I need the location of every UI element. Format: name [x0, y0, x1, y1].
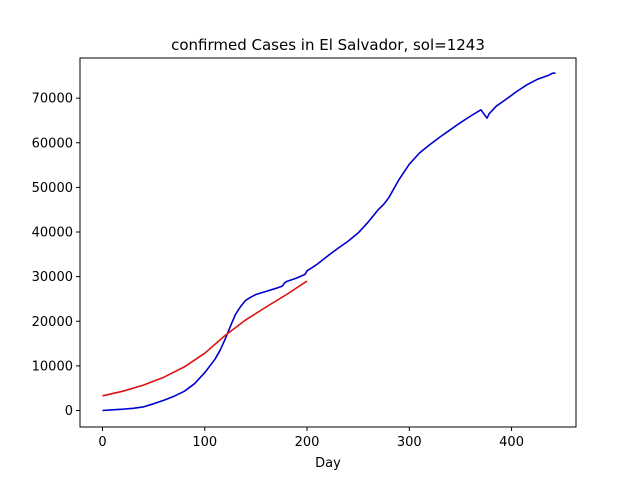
series-line-1: [102, 280, 308, 397]
y-tick-label: 0: [65, 404, 73, 419]
y-axis: 0 10000 20000 30000 40000 50000 60000 70000: [32, 92, 80, 419]
y-tick-label: 10000: [32, 359, 73, 374]
x-axis: 0 100 200 300 400: [98, 427, 524, 450]
chart-title: confirmed Cases in El Salvador, sol=1243: [171, 36, 485, 54]
x-tick-label: 200: [295, 435, 320, 450]
y-tick-label: 20000: [32, 315, 73, 330]
y-tick-label: 30000: [32, 270, 73, 285]
plot-area: [102, 72, 556, 412]
y-tick-label: 70000: [32, 92, 73, 107]
y-tick-label: 60000: [32, 136, 73, 151]
y-tick-label: 50000: [32, 181, 73, 196]
y-tick-label: 40000: [32, 226, 73, 241]
x-tick-label: 0: [98, 435, 106, 450]
plot-frame: [79, 57, 577, 428]
x-axis-label: Day: [315, 456, 341, 471]
x-tick-label: 400: [499, 435, 524, 450]
series-line-0: [102, 72, 556, 412]
x-tick-label: 300: [397, 435, 422, 450]
x-tick-label: 100: [192, 435, 217, 450]
